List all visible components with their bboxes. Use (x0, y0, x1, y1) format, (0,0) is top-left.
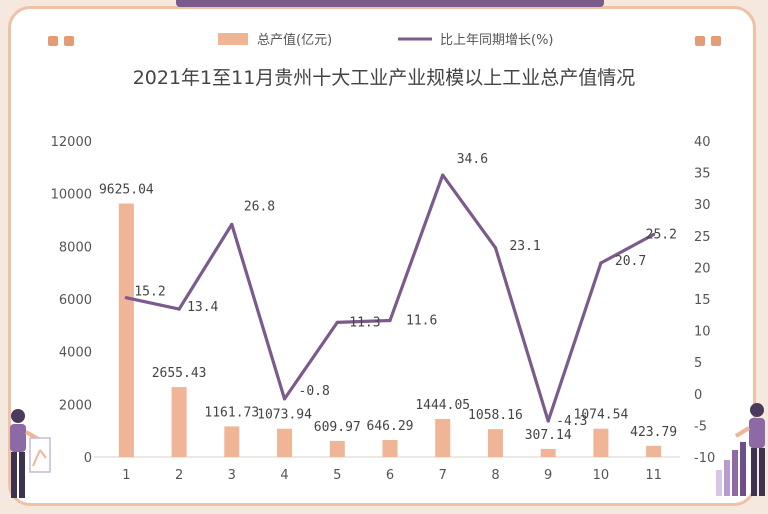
bar-value-label: 1074.54 (574, 408, 629, 423)
line-value-label: 25.2 (646, 228, 677, 243)
line-value-label: 15.2 (134, 285, 165, 300)
bar (329, 440, 345, 457)
line-value-label: 11.3 (349, 315, 380, 330)
bar (224, 426, 240, 457)
y-right-tick-label: -5 (694, 419, 707, 434)
bar (382, 439, 398, 457)
x-tick-label: 9 (544, 468, 552, 483)
bar-value-label: 1073.94 (257, 408, 312, 423)
bar-value-label: 1444.05 (415, 398, 470, 413)
bar-value-label: 1058.16 (468, 408, 523, 423)
y-left-tick-label: 0 (84, 451, 92, 466)
x-tick-label: 7 (439, 468, 447, 483)
bar (277, 428, 293, 457)
bar-value-label: 609.97 (314, 420, 361, 435)
y-right-tick-label: 0 (694, 388, 702, 403)
y-right-tick-label: 40 (694, 135, 711, 150)
line-point (335, 320, 339, 324)
line-value-label: 26.8 (244, 199, 275, 214)
legend-label-line: 比上年同期增长(%) (440, 33, 554, 48)
line-point (546, 419, 550, 423)
y-left-tick-label: 2000 (59, 398, 92, 413)
person-illustration-left (10, 409, 51, 498)
y-left-tick-label: 12000 (51, 135, 92, 150)
x-tick-label: 8 (491, 468, 499, 483)
decor-cube-right-2 (711, 36, 721, 46)
y-right-tick-label: 15 (694, 293, 711, 308)
line-value-label: 13.4 (187, 300, 218, 315)
y-right-tick-label: 35 (694, 167, 711, 182)
decor-cube-left-1 (48, 36, 58, 46)
bar-value-label: 1161.73 (204, 405, 259, 420)
y-right-tick-label: 20 (694, 261, 711, 276)
person-illustration-right (716, 403, 765, 496)
line-point (441, 173, 445, 177)
bar-value-label: 9625.04 (99, 183, 154, 198)
x-tick-label: 10 (593, 468, 610, 483)
line-point (493, 246, 498, 250)
top-accent-bar (176, 0, 604, 7)
bar (540, 448, 556, 457)
y-right-tick-label: 25 (694, 230, 711, 245)
line-value-label: 20.7 (615, 254, 646, 269)
line-value-label: 34.6 (457, 152, 488, 167)
line-value-label: 11.6 (406, 313, 437, 328)
x-tick-label: 1 (122, 468, 130, 483)
bar (646, 445, 662, 457)
x-tick-label: 2 (175, 468, 183, 483)
decor-cube-left-2 (64, 36, 74, 46)
y-right-tick-label: 5 (694, 356, 702, 371)
bar (487, 429, 503, 457)
x-tick-label: 6 (386, 468, 394, 483)
line-value-label: -0.8 (299, 384, 330, 399)
bar (171, 387, 187, 457)
line-point (388, 318, 392, 323)
bar (118, 203, 134, 457)
bar-value-label: 307.14 (525, 428, 572, 443)
line-point (599, 261, 603, 265)
x-tick-label: 11 (645, 468, 662, 483)
y-left-tick-label: 6000 (59, 293, 92, 308)
bar (435, 418, 451, 457)
x-tick-label: 4 (280, 468, 288, 483)
legend-label-bar: 总产值(亿元) (257, 32, 332, 48)
y-right-tick-label: -10 (694, 451, 715, 466)
chart-title: 2021年1至11月贵州十大工业产业规模以上工业总产值情况 (133, 67, 636, 89)
y-left-tick-label: 8000 (59, 240, 92, 255)
legend-swatch-bar (218, 33, 248, 45)
x-tick-label: 5 (333, 468, 341, 483)
bar-value-label: 646.29 (367, 419, 414, 434)
decor-cube-right-1 (695, 36, 705, 46)
y-left-tick-label: 10000 (51, 188, 92, 203)
y-right-tick-label: 30 (694, 198, 711, 213)
y-left-tick-label: 4000 (59, 346, 92, 361)
growth-line (126, 173, 655, 423)
bar-value-label: 423.79 (630, 425, 677, 440)
x-tick-label: 3 (228, 468, 236, 483)
bar-value-label: 2655.43 (152, 366, 207, 381)
y-right-tick-label: 10 (694, 325, 711, 340)
line-point (230, 222, 234, 227)
line-point (177, 307, 181, 311)
line-point (282, 397, 287, 401)
line-point (652, 232, 656, 237)
bar (593, 428, 609, 457)
line-value-label: 23.1 (509, 239, 540, 254)
line-value-label: -4.3 (556, 414, 587, 429)
line-point (124, 296, 128, 300)
